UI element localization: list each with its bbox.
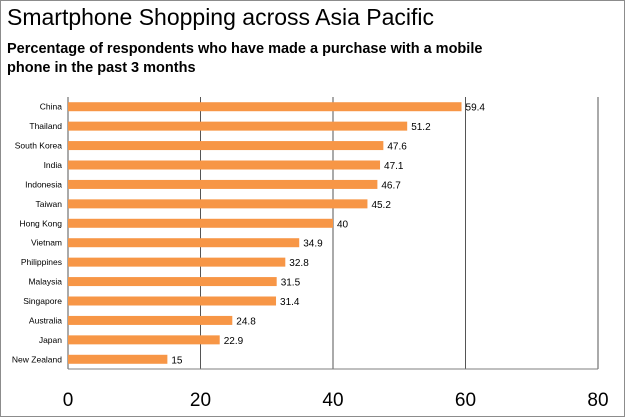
bar (68, 277, 277, 287)
x-tick-label: 20 (190, 390, 211, 411)
category-label: Vietnam (31, 238, 62, 248)
bar (68, 315, 233, 325)
data-label: 40 (337, 219, 349, 230)
bar (68, 199, 368, 209)
category-label: South Korea (15, 141, 63, 151)
category-label: Singapore (23, 296, 62, 306)
bar (68, 238, 300, 248)
category-label: Hong Kong (19, 218, 62, 228)
bar (68, 102, 462, 112)
data-label: 31.5 (281, 278, 301, 289)
data-label: 22.9 (224, 336, 244, 347)
category-label: Japan (39, 335, 62, 345)
chart-subtitle: Percentage of respondents who have made … (7, 41, 483, 76)
data-label: 32.8 (289, 258, 309, 269)
data-label: 31.4 (280, 297, 300, 308)
bar (68, 354, 168, 364)
bar (68, 160, 381, 170)
category-label: Indonesia (25, 179, 62, 189)
data-label: 24.8 (236, 316, 256, 327)
data-label: 47.1 (384, 161, 404, 172)
bar (68, 296, 277, 306)
category-label: Taiwan (36, 199, 63, 209)
bar (68, 218, 333, 228)
x-tick-label: 80 (587, 390, 608, 411)
x-tick-label: 0 (63, 390, 74, 411)
data-label: 47.6 (387, 142, 407, 153)
data-label: 59.4 (466, 103, 486, 114)
chart-title: Smartphone Shopping across Asia Pacific (7, 4, 435, 30)
bar (68, 257, 286, 267)
bar (68, 121, 408, 131)
category-label: Malaysia (28, 277, 62, 287)
x-tick-label: 60 (455, 390, 476, 411)
bar (68, 335, 220, 345)
x-tick-label: 40 (322, 390, 343, 411)
bar (68, 141, 384, 151)
data-label: 15 (171, 355, 183, 366)
category-label: India (44, 160, 63, 170)
data-label: 46.7 (381, 180, 401, 191)
category-label: Australia (29, 315, 62, 325)
data-label: 34.9 (303, 239, 323, 250)
category-label: Philippines (21, 257, 62, 267)
data-label: 51.2 (411, 122, 431, 133)
data-label: 45.2 (371, 200, 391, 211)
category-label: Thailand (29, 121, 62, 131)
category-label: China (40, 102, 62, 112)
category-label: New Zealand (12, 354, 62, 364)
bar (68, 179, 378, 189)
